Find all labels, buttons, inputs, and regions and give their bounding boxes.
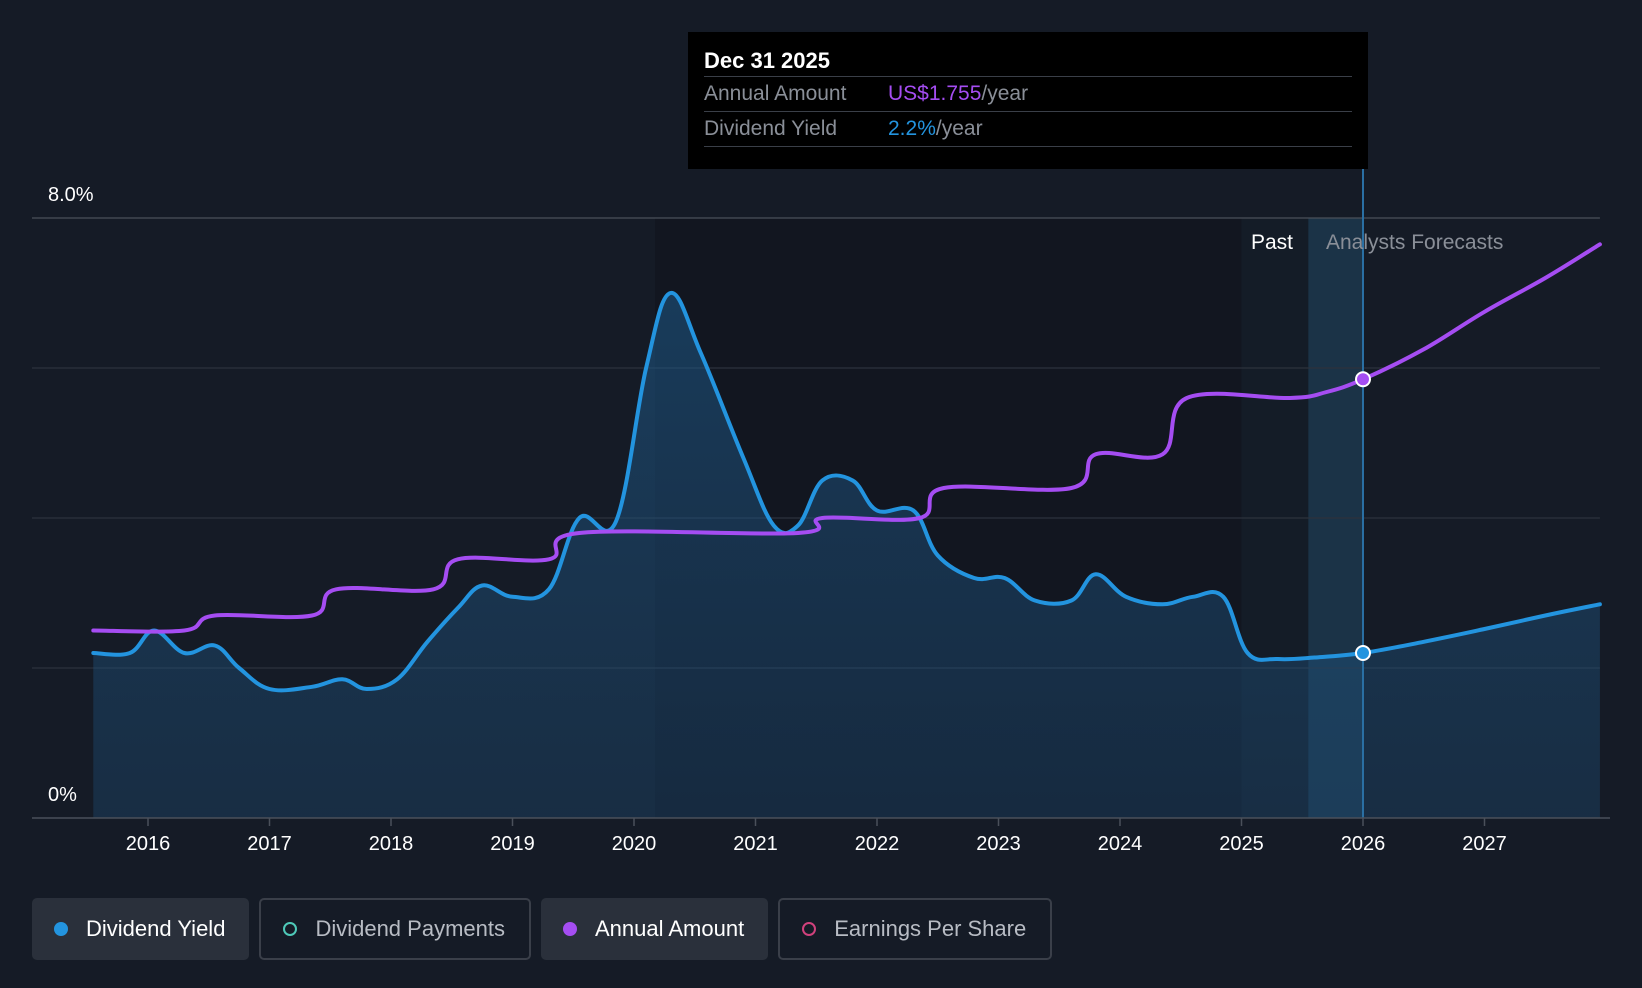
tooltip-unit: /year (935, 117, 983, 140)
legend-label: Dividend Yield (86, 916, 226, 941)
legend-label: Annual Amount (594, 916, 745, 941)
x-axis-ticks: 2016 2017 2018 2019 2020 2021 2022 2023 2024 2025… (126, 818, 1507, 855)
legend-dot-icon (54, 922, 68, 936)
dividend-yield-marker[interactable] (1355, 645, 1371, 661)
tooltip-row-annual-amount: Annual Amount US$1.755 /year (704, 77, 1352, 112)
x-tick-label: 2016 (126, 833, 171, 855)
annual-amount-marker[interactable] (1355, 371, 1371, 388)
tooltip-row-dividend-yield: Dividend Yield 2.2% /year (704, 112, 1352, 147)
tooltip-unit: /year (981, 82, 1029, 105)
x-tick-label: 2018 (369, 833, 414, 855)
x-tick-label: 2017 (247, 833, 292, 855)
x-tick-label: 2023 (976, 833, 1021, 855)
legend-dividend-yield[interactable]: Dividend Yield (32, 898, 250, 960)
legend-dot-icon (802, 922, 817, 936)
legend-dividend-payments[interactable]: Dividend Payments (259, 898, 531, 960)
x-tick-label: 2026 (1341, 833, 1386, 855)
x-tick-label: 2024 (1098, 833, 1143, 855)
legend-label: Earnings Per Share (834, 916, 1027, 941)
legend-dot-icon (562, 922, 577, 936)
tooltip-date: Dec 31 2025 (704, 46, 1352, 77)
legend-dot-icon (283, 922, 298, 936)
x-tick-label: 2021 (733, 833, 778, 855)
tooltip-label: Dividend Yield (704, 117, 838, 140)
x-tick-label: 2019 (490, 833, 535, 855)
x-tick-label: 2020 (612, 833, 657, 855)
legend-annual-amount[interactable]: Annual Amount (540, 898, 769, 960)
x-tick-label: 2027 (1462, 833, 1507, 855)
tooltip-value: 2.2% (888, 117, 936, 140)
legend: Dividend Yield Dividend Payments Annual … (32, 898, 1053, 960)
legend-label: Dividend Payments (315, 916, 505, 941)
y-label-bottom: 0% (48, 784, 77, 806)
tooltip-label: Annual Amount (704, 82, 847, 105)
tooltip: Dec 31 2025 Annual Amount US$1.755 /year… (688, 32, 1368, 169)
tooltip-value: US$1.755 (888, 82, 982, 105)
dividend-yield-area (93, 292, 1600, 818)
x-tick-label: 2022 (855, 833, 900, 855)
forecast-label: Analysts Forecasts (1326, 231, 1503, 254)
past-label: Past (1251, 231, 1293, 254)
x-tick-label: 2025 (1219, 833, 1264, 855)
y-label-top: 8.0% (48, 184, 94, 206)
dividend-yield-line[interactable] (91, 291, 1602, 693)
legend-earnings-per-share[interactable]: Earnings Per Share (778, 898, 1053, 960)
